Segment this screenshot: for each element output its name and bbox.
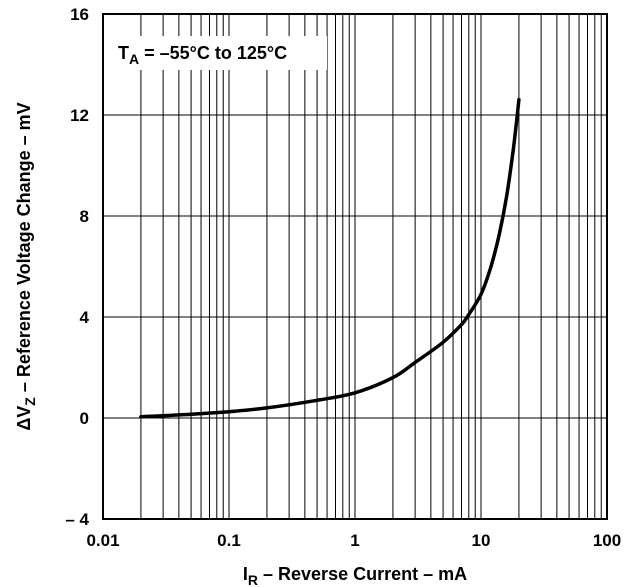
x-tick-label: 0.01 xyxy=(86,531,119,550)
annotation-main: T xyxy=(118,43,129,63)
x-axis-title: IR – Reverse Current – mA xyxy=(243,564,467,587)
plot-frame xyxy=(102,13,608,520)
annotation-subscript: A xyxy=(129,51,139,67)
annotation-rest: = –55°C to 125°C xyxy=(139,43,287,63)
series-layer xyxy=(139,98,521,419)
y-axis-title-subscript: Z xyxy=(22,397,38,406)
annotation-background xyxy=(111,36,327,70)
y-axis-title-main: ΔV xyxy=(14,406,34,431)
annotation-text: TA = –55°C to 125°C xyxy=(118,43,287,67)
x-axis-title-main: I xyxy=(243,564,248,584)
x-tick-label: 0.1 xyxy=(217,531,241,550)
y-tick-label: 4 xyxy=(80,308,90,327)
y-tick-label: – 4 xyxy=(65,510,89,529)
y-axis-title-rest: – Reference Voltage Change – mV xyxy=(14,102,34,397)
y-tick-label: 8 xyxy=(80,207,89,226)
series-line xyxy=(139,98,521,419)
y-tick-label: 12 xyxy=(70,106,89,125)
x-axis-title-subscript: R xyxy=(248,572,258,587)
y-tick-label: 0 xyxy=(80,409,89,428)
x-tick-label: 1 xyxy=(350,531,359,550)
annotation-label: TA = –55°C to 125°C xyxy=(111,36,327,70)
x-axis-title-rest: – Reverse Current – mA xyxy=(258,564,467,584)
y-axis-title: ΔVZ – Reference Voltage Change – mV xyxy=(14,102,38,430)
y-tick-label: 16 xyxy=(70,5,89,24)
x-tick-label: 100 xyxy=(593,531,621,550)
tick-labels: 0.01 0.1 1 10 100 – 4 0 4 8 12 16 xyxy=(65,5,621,550)
x-tick-label: 10 xyxy=(472,531,491,550)
